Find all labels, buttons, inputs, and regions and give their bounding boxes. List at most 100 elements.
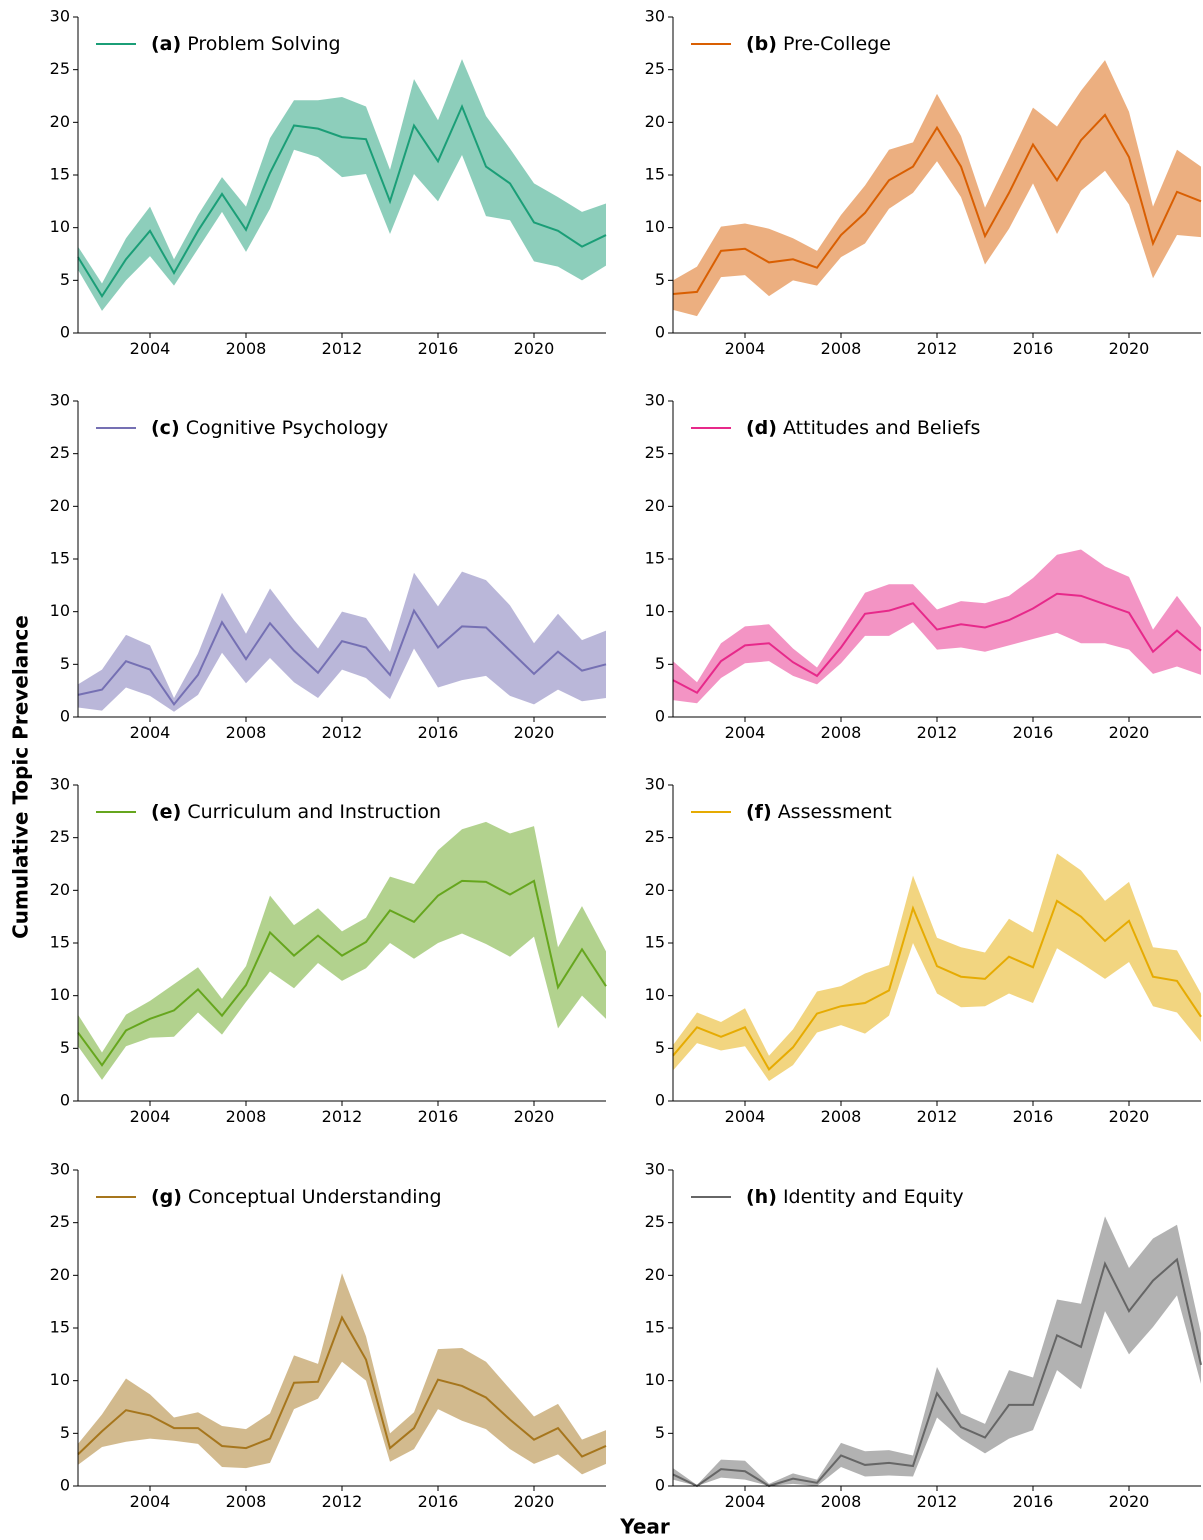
legend-label: (a) Problem Solving [151,33,341,55]
confidence-band [673,60,1201,317]
y-tick-label: 0 [60,707,70,726]
panel: (b) Pre-College 0 5 10 15 20 25 30 2004 2008 2012 2… [645,7,1202,358]
x-tick-label: 2016 [418,1492,459,1511]
x-tick-label: 2020 [1109,1492,1150,1511]
y-tick-label: 15 [645,549,665,568]
legend-label: (e) Curriculum and Instruction [151,801,441,823]
y-tick-label: 15 [50,1318,70,1337]
mean-line [77,103,607,299]
x-tick-label: 2012 [917,1107,958,1126]
y-tick-label: 25 [50,827,70,846]
y-tick-label: 5 [655,654,665,673]
mean-line [672,592,1202,695]
y-tick-label: 20 [50,1265,70,1284]
x-tick-label: 2012 [322,1492,363,1511]
y-axis-label: Cumulative Topic Prevelance [9,615,33,939]
panel: (c) Cognitive Psychology 0 5 10 15 20 25 30 2004… [50,391,607,742]
legend-tag: (b) [746,33,777,55]
y-tick-label: 30 [50,775,70,794]
y-tick-label: 20 [50,880,70,899]
y-tick-label: 30 [50,391,70,410]
y-tick-label: 5 [60,1423,70,1442]
x-tick-label: 2016 [1013,1492,1054,1511]
legend-tag: (f) [746,801,772,823]
y-tick-label: 25 [645,827,665,846]
legend-label: (h) Identity and Equity [746,1186,964,1208]
y-tick-label: 30 [645,7,665,26]
confidence-band [78,1273,606,1475]
legend-name: Attitudes and Beliefs [783,417,980,439]
y-tick-label: 0 [60,1476,70,1495]
x-tick-label: 2012 [322,1107,363,1126]
y-tick-label: 30 [50,1160,70,1179]
y-tick-label: 0 [655,1091,665,1110]
y-tick-label: 15 [50,933,70,952]
y-tick-label: 15 [645,1318,665,1337]
x-tick-label: 2016 [1013,1107,1054,1126]
y-tick-label: 30 [645,1160,665,1179]
y-tick-label: 5 [60,270,70,289]
mean-line [672,113,1202,296]
legend-tag: (c) [151,417,180,439]
x-tick-label: 2020 [514,1492,555,1511]
y-tick-label: 5 [655,270,665,289]
confidence-band [78,59,606,311]
panel: (a) Problem Solving 0 5 10 15 20 25 30 2004 2008 2… [50,7,607,358]
x-tick-label: 2020 [514,339,555,358]
mean-line [672,899,1202,1071]
mean-line [77,879,607,1067]
legend-tag: (e) [151,801,181,823]
y-tick-label: 20 [50,112,70,131]
y-tick-label: 10 [645,601,665,620]
y-tick-label: 5 [655,1423,665,1442]
y-tick-label: 10 [645,1370,665,1389]
legend-tag: (g) [151,1186,182,1208]
legend-name: Pre-College [783,33,891,55]
legend-name: Identity and Equity [783,1186,964,1208]
x-tick-label: 2004 [725,723,766,742]
confidence-band [673,549,1201,704]
x-tick-label: 2016 [1013,723,1054,742]
legend-name: Conceptual Understanding [188,1186,442,1208]
legend-tag: (h) [746,1186,777,1208]
legend-name: Cognitive Psychology [186,417,389,439]
x-axis-label: Year [619,1515,670,1539]
panel: (h) Identity and Equity 0 5 10 15 20 25 30 2004 2… [645,1160,1202,1511]
y-tick-label: 15 [50,165,70,184]
y-tick-label: 0 [60,323,70,342]
x-tick-label: 2020 [514,1107,555,1126]
x-tick-label: 2016 [418,1107,459,1126]
x-tick-label: 2020 [1109,339,1150,358]
x-tick-label: 2004 [130,723,171,742]
x-tick-label: 2004 [130,1492,171,1511]
y-tick-label: 5 [655,1038,665,1057]
mean-line [672,1257,1202,1488]
x-tick-label: 2012 [917,1492,958,1511]
legend-label: (d) Attitudes and Beliefs [746,417,980,439]
y-tick-label: 10 [50,601,70,620]
x-tick-label: 2008 [821,1492,862,1511]
y-tick-label: 15 [645,165,665,184]
x-tick-label: 2016 [418,723,459,742]
x-tick-label: 2008 [821,1107,862,1126]
y-tick-label: 15 [50,549,70,568]
x-tick-label: 2004 [130,1107,171,1126]
panel: (f) Assessment 0 5 10 15 20 25 30 2004 2008 2012 20… [645,775,1202,1126]
x-tick-label: 2008 [226,1107,267,1126]
x-tick-label: 2008 [821,723,862,742]
y-tick-label: 10 [50,985,70,1004]
x-tick-label: 2016 [1013,339,1054,358]
y-tick-label: 10 [50,217,70,236]
y-tick-label: 0 [655,1476,665,1495]
y-tick-label: 20 [645,880,665,899]
y-tick-label: 25 [50,443,70,462]
x-tick-label: 2004 [725,339,766,358]
panel: (e) Curriculum and Instruction 0 5 10 15 20 25… [50,775,607,1126]
mean-line [77,608,607,707]
legend-tag: (a) [151,33,181,55]
y-tick-label: 30 [50,7,70,26]
panel: (g) Conceptual Understanding 0 5 10 15 20 25 30… [50,1160,607,1511]
x-tick-label: 2008 [226,1492,267,1511]
panel: (d) Attitudes and Beliefs 0 5 10 15 20 25 30 200… [645,391,1202,742]
